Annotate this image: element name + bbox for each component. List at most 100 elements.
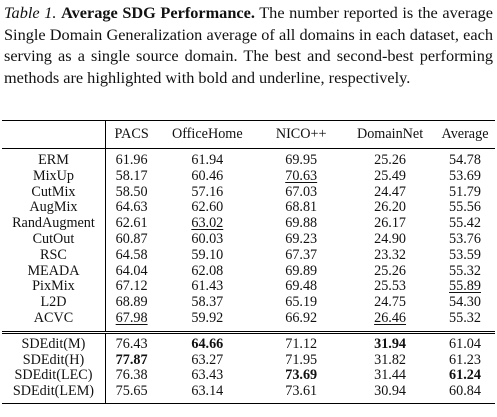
value-text: 61.23 [449, 351, 481, 368]
value-cell: 62.61 [105, 215, 157, 232]
value-text: 62.08 [191, 262, 224, 279]
value-cell: 24.75 [345, 294, 435, 311]
value-cell: 77.87 [105, 351, 157, 369]
value-text: 54.30 [449, 294, 481, 311]
value-text: 69.89 [285, 262, 318, 279]
value-cell: 58.37 [157, 294, 257, 311]
value-text: 61.96 [115, 152, 148, 168]
value-cell: 57.16 [157, 183, 257, 201]
value-text: 63.14 [191, 383, 224, 400]
value-text: 25.26 [374, 262, 407, 279]
value-cell: 60.46 [157, 167, 257, 185]
value-cell: 67.37 [257, 247, 345, 264]
value-cell: 67.03 [257, 184, 345, 201]
value-text: 69.23 [285, 230, 318, 247]
value-cell: 71.12 [257, 330, 346, 353]
value-cell: 64.66 [157, 330, 258, 353]
value-text: 62.60 [191, 199, 224, 216]
value-text: 73.61 [285, 383, 318, 400]
value-text: 58.17 [115, 167, 148, 184]
table-row: AugMix 64.63 62.60 68.81 26.20 55.56 [2, 199, 495, 217]
value-text: 77.87 [115, 351, 148, 368]
header-domainnet: DomainNet [345, 120, 436, 149]
table-row: CutOut 60.87 60.03 69.23 24.90 53.76 [2, 230, 495, 248]
value-cell: 55.32 [435, 262, 495, 280]
value-text: 69.88 [285, 215, 318, 232]
method-name: MEADA [2, 263, 106, 280]
value-cell: 25.49 [345, 168, 435, 185]
value-text: 58.37 [191, 294, 224, 311]
value-text: 54.78 [449, 152, 481, 168]
value-text: 24.75 [374, 294, 407, 311]
value-cell: 53.69 [435, 168, 495, 185]
header-nico: NICO++ [257, 120, 346, 149]
value-text: 60.03 [191, 230, 224, 247]
value-cell: 62.08 [157, 262, 257, 280]
value-cell: 58.17 [105, 167, 157, 185]
value-text: 58.50 [115, 183, 148, 200]
value-text: 67.12 [115, 278, 148, 295]
value-cell: 30.94 [345, 383, 436, 404]
value-cell: 69.48 [257, 278, 345, 295]
method-name: CutOut [2, 231, 106, 248]
value-cell: 67.98 [105, 309, 157, 332]
value-cell: 63.43 [157, 367, 257, 384]
value-text: 75.65 [115, 383, 148, 400]
value-cell: 55.56 [435, 199, 495, 216]
value-text: 57.16 [191, 183, 224, 200]
table-caption: Table 1. Average SDG Performance. The nu… [4, 2, 493, 88]
table-row: ACVC 67.98 59.92 66.92 26.46 55.32 [2, 309, 495, 333]
value-cell: 71.95 [257, 352, 345, 369]
value-text: 55.42 [449, 215, 481, 232]
baseline-group: ERM 61.96 61.94 69.95 25.26 54.78 MixUp 58.17 60… [2, 148, 495, 333]
value-text: 70.63 [285, 167, 318, 184]
value-text: 69.95 [285, 152, 318, 168]
value-cell: 24.47 [345, 184, 435, 201]
value-text: 60.46 [191, 167, 224, 184]
value-text: 24.90 [374, 230, 407, 247]
value-text: 63.27 [191, 351, 224, 368]
value-text: 60.84 [449, 383, 481, 400]
method-name: SDEdit(LEM) [2, 383, 106, 404]
value-cell: 61.04 [435, 330, 495, 353]
value-text: 63.02 [191, 215, 224, 232]
value-cell: 64.04 [105, 263, 157, 280]
value-cell: 55.42 [435, 215, 495, 232]
value-text: 61.43 [191, 278, 224, 295]
value-cell: 54.78 [435, 149, 495, 169]
value-text: 25.53 [374, 278, 407, 295]
value-cell: 61.23 [435, 351, 495, 369]
method-name: ACVC [2, 310, 106, 333]
table-row: RSC 64.58 59.10 67.37 23.32 53.59 [2, 247, 495, 264]
value-cell: 73.61 [257, 383, 346, 404]
value-text: 55.56 [449, 199, 481, 216]
value-text: 55.32 [449, 262, 481, 279]
method-name: ERM [2, 148, 106, 169]
value-cell: 63.14 [157, 383, 258, 404]
caption-label: Table 1. [4, 3, 57, 22]
value-text: 64.66 [191, 335, 224, 352]
value-cell: 23.32 [345, 247, 435, 264]
caption-title: Average SDG Performance. [61, 3, 255, 22]
value-cell: 31.94 [345, 330, 436, 353]
value-cell: 54.30 [435, 294, 495, 311]
method-name: MixUp [2, 168, 106, 185]
value-text: 76.43 [115, 335, 148, 352]
value-text: 26.20 [374, 199, 407, 216]
sdedit-group: SDEdit(M) 76.43 64.66 71.12 31.94 61.04 SDEdit… [2, 330, 495, 404]
value-text: 60.87 [115, 230, 148, 247]
header-row: PACS OfficeHome NICO++ DomainNet Average [2, 120, 495, 149]
value-text: 51.79 [449, 183, 481, 200]
value-cell: 26.20 [345, 199, 435, 216]
value-cell: 68.89 [105, 294, 157, 311]
caption-text: The number reported is the average Singl… [4, 3, 493, 87]
value-text: 67.98 [115, 309, 148, 326]
value-cell: 66.92 [257, 310, 345, 332]
table-row: PixMix 67.12 61.43 69.48 25.53 55.89 [2, 278, 495, 296]
value-cell: 61.24 [435, 367, 495, 384]
table-row: CutMix 58.50 57.16 67.03 24.47 51.79 [2, 183, 495, 201]
table-row: SDEdit(LEC) 76.38 63.43 73.69 31.44 61.24 [2, 367, 495, 385]
value-cell: 31.82 [345, 352, 435, 369]
header-officehome: OfficeHome [157, 120, 258, 149]
